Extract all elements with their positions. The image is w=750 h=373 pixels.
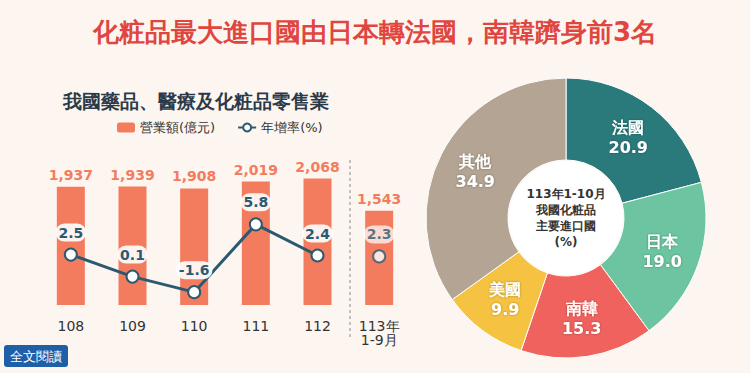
svg-text:2.3: 2.3	[367, 226, 392, 242]
svg-text:其他: 其他	[458, 152, 492, 171]
svg-text:15.3: 15.3	[562, 319, 601, 338]
svg-text:-1.6: -1.6	[179, 262, 210, 278]
svg-text:全文閱讀: 全文閱讀	[10, 349, 62, 364]
svg-text:0.1: 0.1	[120, 247, 145, 263]
svg-text:我國藥品、醫療及化粧品零售業: 我國藥品、醫療及化粧品零售業	[62, 90, 329, 112]
svg-text:法國: 法國	[611, 118, 644, 137]
svg-text:1,939: 1,939	[110, 167, 154, 183]
svg-text:營業額(億元): 營業額(億元)	[140, 120, 215, 135]
svg-text:1,908: 1,908	[172, 168, 216, 184]
svg-text:34.9: 34.9	[456, 172, 495, 191]
svg-text:113年: 113年	[358, 318, 400, 334]
svg-text:主要進口國: 主要進口國	[535, 219, 596, 233]
svg-text:1,543: 1,543	[357, 191, 401, 207]
svg-text:我國化粧品: 我國化粧品	[535, 203, 596, 217]
svg-text:(%): (%)	[555, 235, 578, 249]
svg-text:19.0: 19.0	[642, 252, 681, 271]
svg-text:112: 112	[304, 318, 331, 334]
svg-text:20.9: 20.9	[609, 138, 648, 157]
svg-text:2,019: 2,019	[234, 162, 278, 178]
svg-text:日本: 日本	[646, 232, 679, 251]
svg-text:5.8: 5.8	[243, 194, 268, 210]
svg-text:9.9: 9.9	[491, 300, 519, 319]
svg-text:113年1-10月: 113年1-10月	[526, 187, 605, 201]
svg-text:110: 110	[181, 318, 208, 334]
svg-text:2.4: 2.4	[305, 226, 330, 242]
svg-text:1,937: 1,937	[49, 167, 93, 183]
svg-text:2.5: 2.5	[58, 225, 83, 241]
svg-text:1-9月: 1-9月	[361, 332, 398, 348]
svg-text:111: 111	[242, 318, 269, 334]
svg-text:2,068: 2,068	[295, 159, 339, 175]
svg-text:美國: 美國	[488, 280, 521, 299]
svg-text:109: 109	[119, 318, 146, 334]
svg-text:108: 108	[57, 318, 84, 334]
svg-text:南韓: 南韓	[565, 299, 598, 318]
svg-text:年增率(%): 年增率(%)	[261, 120, 323, 135]
svg-text:化粧品最大進口國由日本轉法國，南韓躋身前3名: 化粧品最大進口國由日本轉法國，南韓躋身前3名	[92, 17, 657, 47]
